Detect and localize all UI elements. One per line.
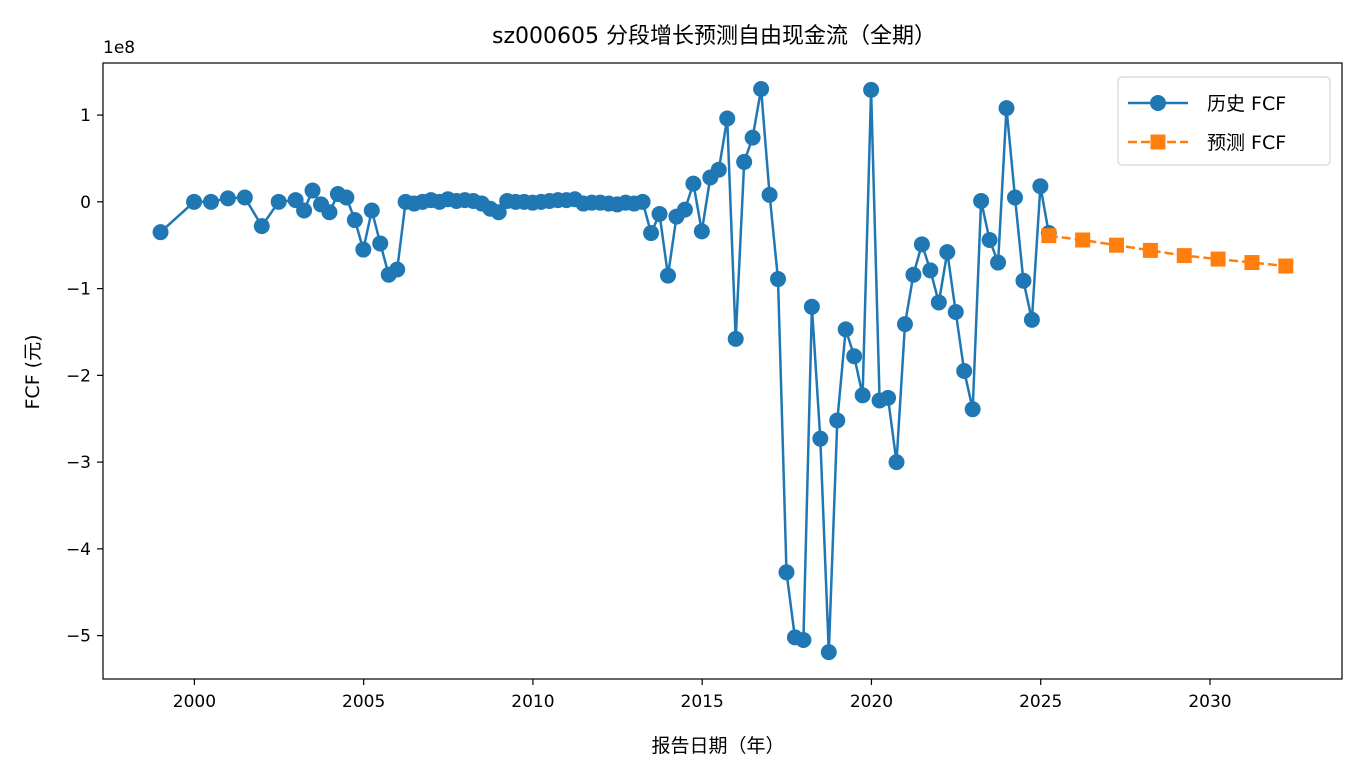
y-tick-label: −1	[66, 280, 91, 300]
history-point	[253, 218, 270, 235]
forecast-point	[1075, 232, 1091, 248]
history-point	[770, 271, 787, 288]
x-tick-label: 2020	[850, 692, 893, 712]
x-tick-label: 2025	[1019, 692, 1062, 712]
history-point	[812, 430, 829, 447]
history-point	[202, 193, 219, 210]
forecast-point	[1176, 248, 1192, 264]
x-tick-label: 2030	[1188, 692, 1231, 712]
history-point	[981, 231, 998, 248]
series-history	[152, 81, 1057, 661]
history-point	[888, 454, 905, 471]
history-point	[753, 81, 770, 98]
history-point	[685, 175, 702, 192]
history-point	[1023, 311, 1040, 328]
history-point	[939, 244, 956, 261]
history-point	[643, 225, 660, 242]
x-tick-label: 2005	[342, 692, 385, 712]
history-point	[186, 193, 203, 210]
history-point	[1032, 178, 1049, 195]
legend-history-label: 历史 FCF	[1207, 93, 1286, 115]
history-point	[659, 267, 676, 284]
history-point	[355, 241, 372, 258]
history-point	[363, 202, 380, 219]
y-tick-label: −5	[66, 627, 91, 647]
x-tick-label: 2010	[511, 692, 554, 712]
history-point	[803, 298, 820, 315]
forecast-point	[1041, 228, 1057, 244]
x-axis: 2000 2005 2010 2015 2020 2025 2030	[173, 679, 1232, 712]
history-point	[270, 193, 287, 210]
history-point	[880, 389, 897, 406]
history-point	[973, 192, 990, 209]
plot-frame	[102, 62, 1343, 680]
history-point	[820, 644, 837, 661]
history-point	[964, 401, 981, 418]
y-offset-text: 1e8	[103, 38, 135, 58]
forecast-point	[1210, 251, 1226, 267]
chart-title: sz000605 分段增长预测自由现金流（全期）	[492, 24, 936, 49]
x-tick-label: 2000	[173, 692, 216, 712]
history-point	[676, 201, 693, 218]
series-forecast	[1041, 228, 1294, 274]
history-point	[296, 202, 313, 219]
legend-history-marker	[1150, 95, 1166, 111]
history-point	[1006, 189, 1023, 206]
history-point	[930, 294, 947, 311]
history-point	[346, 212, 363, 229]
history-point	[490, 204, 507, 221]
history-point	[778, 564, 795, 581]
history-point	[837, 321, 854, 338]
history-point	[846, 348, 863, 365]
history-point	[947, 304, 964, 321]
history-point	[905, 266, 922, 283]
history-point	[829, 412, 846, 429]
x-axis-label: 报告日期（年）	[651, 735, 784, 757]
legend: 历史 FCF 预测 FCF	[1117, 76, 1331, 166]
forecast-point	[1244, 255, 1260, 271]
history-point	[795, 631, 812, 648]
history-point	[761, 186, 778, 203]
history-point	[651, 205, 668, 222]
history-point	[634, 193, 651, 210]
history-point	[338, 189, 355, 206]
history-point	[236, 189, 253, 206]
series-layer	[152, 81, 1294, 661]
history-point	[727, 330, 744, 347]
y-tick-label: 0	[80, 193, 91, 213]
legend-forecast-label: 预测 FCF	[1207, 132, 1286, 154]
history-point	[922, 262, 939, 279]
forecast-point	[1142, 242, 1158, 258]
forecast-point	[1109, 237, 1125, 253]
history-point	[863, 81, 880, 98]
history-point	[998, 100, 1015, 117]
history-point	[219, 190, 236, 207]
history-point	[854, 387, 871, 404]
history-point	[152, 224, 169, 241]
y-tick-label: 1	[80, 106, 91, 126]
history-point	[719, 110, 736, 127]
history-point	[304, 182, 321, 199]
history-point	[372, 235, 389, 252]
y-tick-label: −4	[66, 540, 91, 560]
history-point	[736, 153, 753, 170]
history-point	[956, 363, 973, 379]
history-point	[913, 236, 930, 253]
legend-forecast-marker	[1150, 134, 1166, 150]
history-point	[1015, 272, 1032, 289]
history-point	[710, 161, 727, 178]
history-point	[990, 254, 1007, 271]
history-point	[744, 129, 761, 146]
history-point	[321, 204, 338, 221]
x-tick-label: 2015	[681, 692, 724, 712]
history-point	[389, 261, 406, 278]
y-axis-label: FCF (元)	[22, 335, 44, 410]
forecast-point	[1278, 258, 1294, 274]
y-tick-label: −2	[66, 366, 91, 386]
y-tick-label: −3	[66, 453, 91, 473]
history-point	[896, 316, 913, 333]
history-point	[693, 223, 710, 240]
y-axis: −5 −4 −3 −2 −1 0 1	[66, 106, 103, 647]
